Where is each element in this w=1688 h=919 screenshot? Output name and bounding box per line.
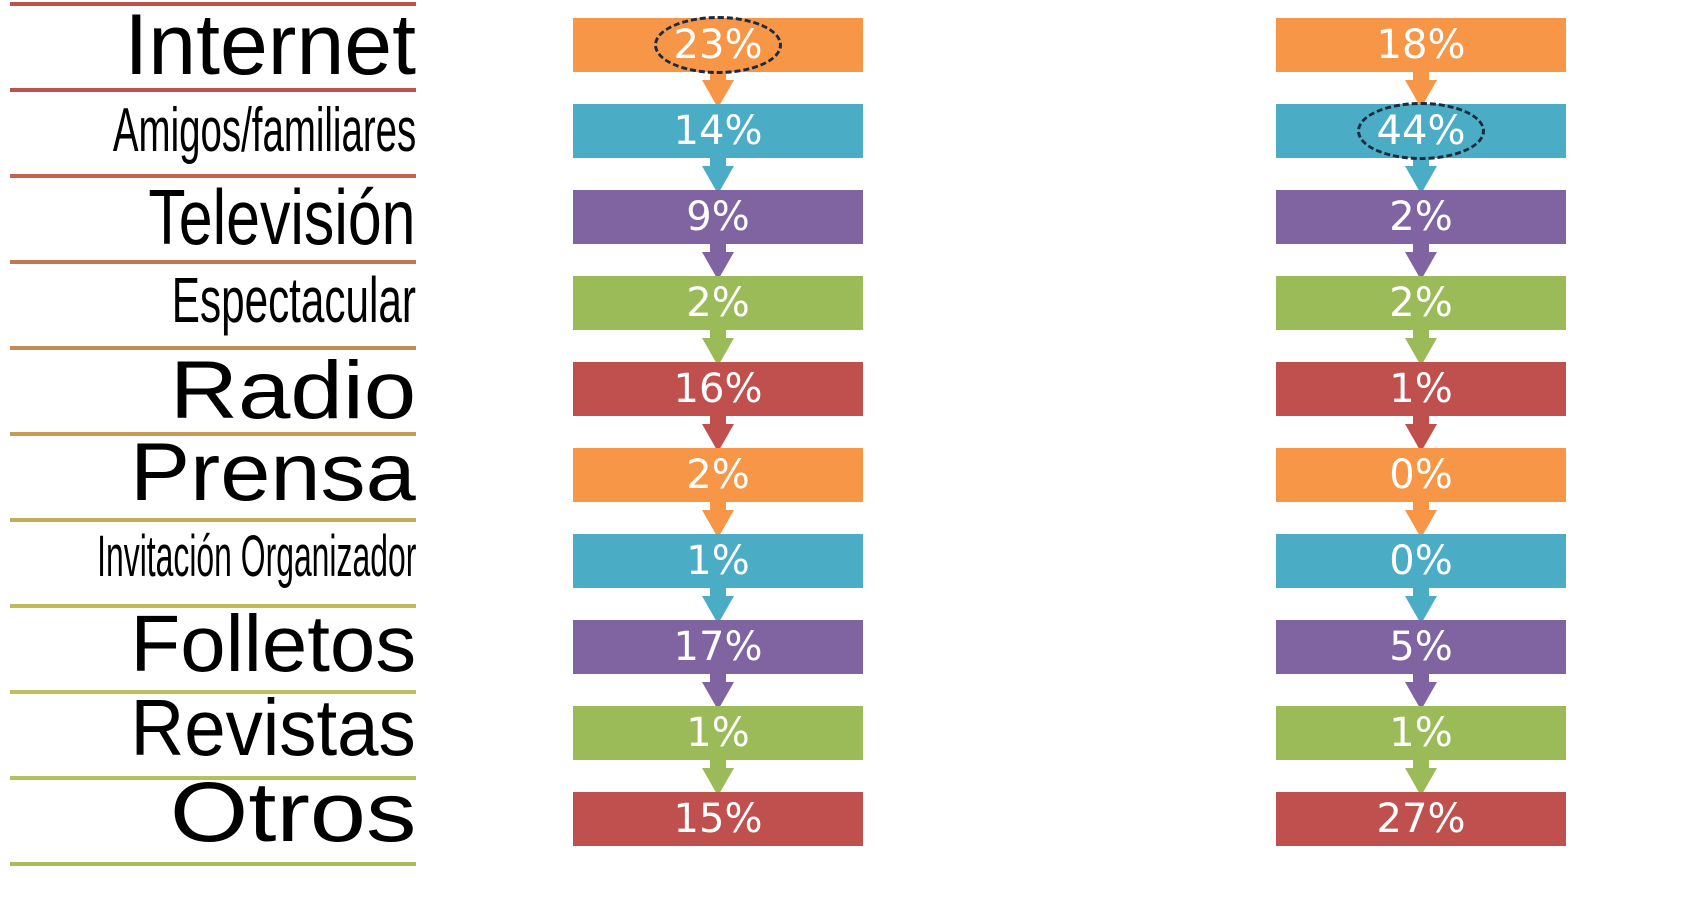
value-bar: 1% <box>573 534 863 588</box>
arrow-stem <box>710 674 726 684</box>
value-label: 1% <box>1389 366 1453 412</box>
down-arrow-icon <box>702 682 734 710</box>
value-bar: 0% <box>1276 448 1566 502</box>
value-label: 16% <box>673 366 763 412</box>
arrow-stem <box>710 158 726 168</box>
value-label: 2% <box>686 280 750 326</box>
value-bar: 1% <box>1276 362 1566 416</box>
row-separator <box>10 432 416 436</box>
value-label: 14% <box>673 108 763 154</box>
value-label: 23% <box>673 22 763 68</box>
down-arrow-icon <box>1405 768 1437 796</box>
row-separator <box>10 862 416 866</box>
category-label: Amigos/familiares <box>112 96 416 165</box>
value-label: 15% <box>673 796 763 842</box>
value-bar: 2% <box>573 448 863 502</box>
value-bar: 0% <box>1276 534 1566 588</box>
value-bar: 15% <box>573 792 863 846</box>
down-arrow-icon <box>1405 166 1437 194</box>
row-separator <box>10 174 416 178</box>
value-label: 0% <box>1389 452 1453 498</box>
arrow-stem <box>1413 588 1429 598</box>
value-bar: 14% <box>573 104 863 158</box>
value-label: 27% <box>1376 796 1466 842</box>
category-label: Otros <box>169 765 416 859</box>
arrow-stem <box>710 588 726 598</box>
category-label: Revistas <box>130 683 416 772</box>
down-arrow-icon <box>702 768 734 796</box>
arrow-stem <box>1413 330 1429 340</box>
down-arrow-icon <box>702 252 734 280</box>
value-label: 0% <box>1389 538 1453 584</box>
row-separator <box>10 776 416 780</box>
value-bar: 1% <box>1276 706 1566 760</box>
value-label: 18% <box>1376 22 1466 68</box>
arrow-stem <box>1413 760 1429 770</box>
row-separator <box>10 346 416 350</box>
down-arrow-icon <box>1405 510 1437 538</box>
arrow-stem <box>710 72 726 82</box>
value-bar: 16% <box>573 362 863 416</box>
value-bar: 9% <box>573 190 863 244</box>
row-separator <box>10 604 416 608</box>
category-label: Invitación Organizador <box>96 524 416 589</box>
arrow-stem <box>1413 674 1429 684</box>
row-separator <box>10 690 416 694</box>
arrow-stem <box>1413 158 1429 168</box>
value-label: 17% <box>673 624 763 670</box>
down-arrow-icon <box>1405 424 1437 452</box>
arrow-stem <box>1413 502 1429 512</box>
value-label: 5% <box>1389 624 1453 670</box>
value-bar: 1% <box>573 706 863 760</box>
down-arrow-icon <box>1405 596 1437 624</box>
value-label: 1% <box>686 710 750 756</box>
arrow-stem <box>710 502 726 512</box>
down-arrow-icon <box>702 596 734 624</box>
arrow-stem <box>710 244 726 254</box>
value-bar: 2% <box>573 276 863 330</box>
top-separator <box>10 2 416 6</box>
down-arrow-icon <box>1405 252 1437 280</box>
value-bar: 2% <box>1276 190 1566 244</box>
category-label: Prensa <box>130 427 416 518</box>
category-label: Espectacular <box>171 264 416 336</box>
arrow-stem <box>1413 244 1429 254</box>
down-arrow-icon <box>702 80 734 108</box>
down-arrow-icon <box>702 166 734 194</box>
value-bar: 18% <box>1276 18 1566 72</box>
down-arrow-icon <box>702 338 734 366</box>
category-label: Internet <box>124 0 416 93</box>
row-separator <box>10 88 416 92</box>
down-arrow-icon <box>1405 682 1437 710</box>
value-label: 1% <box>1389 710 1453 756</box>
row-separator <box>10 518 416 522</box>
category-label: Televisión <box>148 173 416 261</box>
value-label: 2% <box>1389 280 1453 326</box>
value-label: 2% <box>686 452 750 498</box>
down-arrow-icon <box>1405 338 1437 366</box>
arrow-stem <box>710 416 726 426</box>
value-bar: 44% <box>1276 104 1566 158</box>
arrow-stem <box>1413 416 1429 426</box>
value-bar: 23% <box>573 18 863 72</box>
down-arrow-icon <box>702 424 734 452</box>
value-label: 1% <box>686 538 750 584</box>
arrow-stem <box>710 330 726 340</box>
value-label: 2% <box>1389 194 1453 240</box>
row-separator <box>10 260 416 264</box>
category-label: Folletos <box>130 599 416 688</box>
category-label: Radio <box>169 345 416 436</box>
value-bar: 27% <box>1276 792 1566 846</box>
value-label: 9% <box>686 194 750 240</box>
arrow-stem <box>710 760 726 770</box>
value-bar: 2% <box>1276 276 1566 330</box>
down-arrow-icon <box>702 510 734 538</box>
value-bar: 17% <box>573 620 863 674</box>
arrow-stem <box>1413 72 1429 82</box>
value-label: 44% <box>1376 108 1466 154</box>
value-bar: 5% <box>1276 620 1566 674</box>
